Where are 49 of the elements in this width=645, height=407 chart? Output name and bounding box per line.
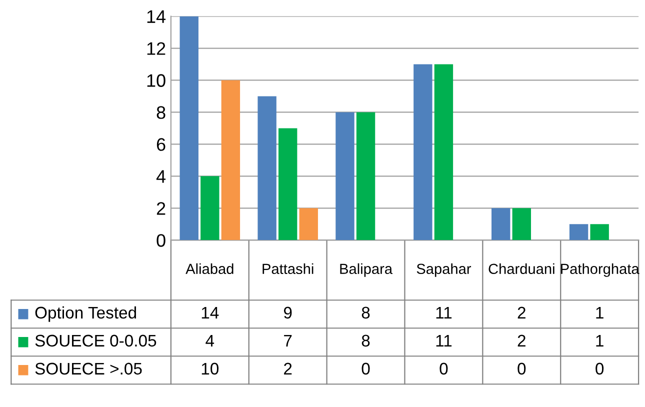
bar <box>221 80 240 240</box>
x-tick-label: Aliabad <box>186 263 234 274</box>
data-label: 7 <box>284 334 292 346</box>
data-label: 2 <box>284 362 292 374</box>
bar <box>569 224 588 240</box>
data-label: 2 <box>518 334 526 346</box>
y-tick-label: 10 <box>147 74 166 87</box>
data-label: 9 <box>284 306 292 319</box>
y-tick-label: 2 <box>156 202 166 215</box>
data-label: 0 <box>518 362 526 375</box>
bar <box>590 224 609 240</box>
bar <box>336 112 354 240</box>
x-tick-label: Pathorghata <box>561 263 640 277</box>
x-tick-label: Balipara <box>340 263 393 277</box>
bar <box>180 16 198 240</box>
data-label: 2 <box>518 306 526 318</box>
bar <box>512 208 531 240</box>
data-label: 0 <box>362 362 370 375</box>
legend-label: SOUECE >.05 <box>35 362 142 375</box>
data-label: 10 <box>202 362 219 375</box>
data-label: 8 <box>362 334 370 347</box>
bar <box>278 128 298 240</box>
data-label: 11 <box>436 306 452 318</box>
y-tick-label: 14 <box>147 10 166 23</box>
bar <box>492 208 510 240</box>
bar <box>258 96 276 240</box>
bar <box>299 208 318 240</box>
legend-label: Option Tested <box>35 306 136 322</box>
data-label: 4 <box>206 334 214 346</box>
bar <box>434 64 454 240</box>
data-label: 8 <box>362 306 370 319</box>
data-label: 11 <box>436 334 452 346</box>
data-label: 1 <box>596 334 604 346</box>
legend-label: SOUECE 0-0.05 <box>35 334 156 347</box>
data-label: 0 <box>596 362 604 375</box>
y-tick-label: 4 <box>156 170 166 183</box>
y-tick-label: 0 <box>156 234 166 247</box>
data-label: 14 <box>202 306 219 318</box>
y-tick-label: 12 <box>147 42 166 55</box>
y-tick-label: 6 <box>156 138 166 151</box>
x-tick-label: Sapahar <box>416 263 472 277</box>
x-tick-label: Pattashi <box>262 263 314 274</box>
data-label: 1 <box>596 306 604 318</box>
y-tick-label: 8 <box>156 106 166 119</box>
x-tick-label: Charduani <box>488 263 554 274</box>
data-label: 0 <box>440 362 448 375</box>
bar <box>414 64 432 240</box>
bar <box>356 112 376 240</box>
bar <box>200 176 220 240</box>
